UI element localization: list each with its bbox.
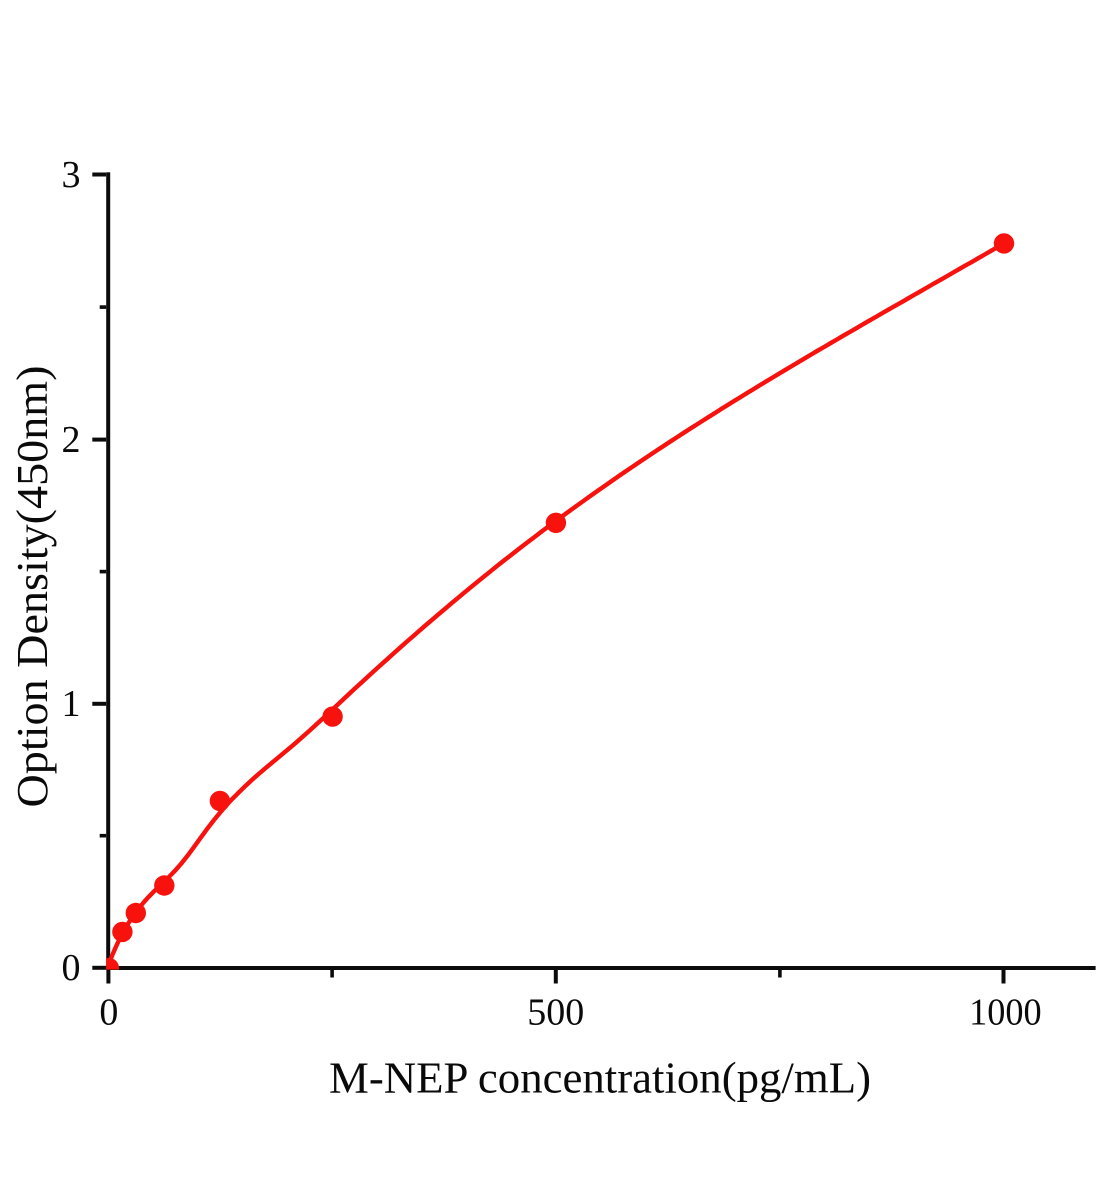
svg-text:0: 0 [62,947,81,989]
svg-text:500: 500 [527,992,584,1034]
svg-text:3: 3 [62,154,81,196]
svg-text:1000: 1000 [969,992,1042,1034]
svg-text:1: 1 [62,683,81,725]
svg-text:0: 0 [99,992,118,1034]
svg-text:M-NEP concentration(pg/mL): M-NEP concentration(pg/mL) [329,1054,871,1103]
svg-text:Option Density(450nm): Option Density(450nm) [8,366,57,808]
svg-text:2: 2 [62,419,81,461]
